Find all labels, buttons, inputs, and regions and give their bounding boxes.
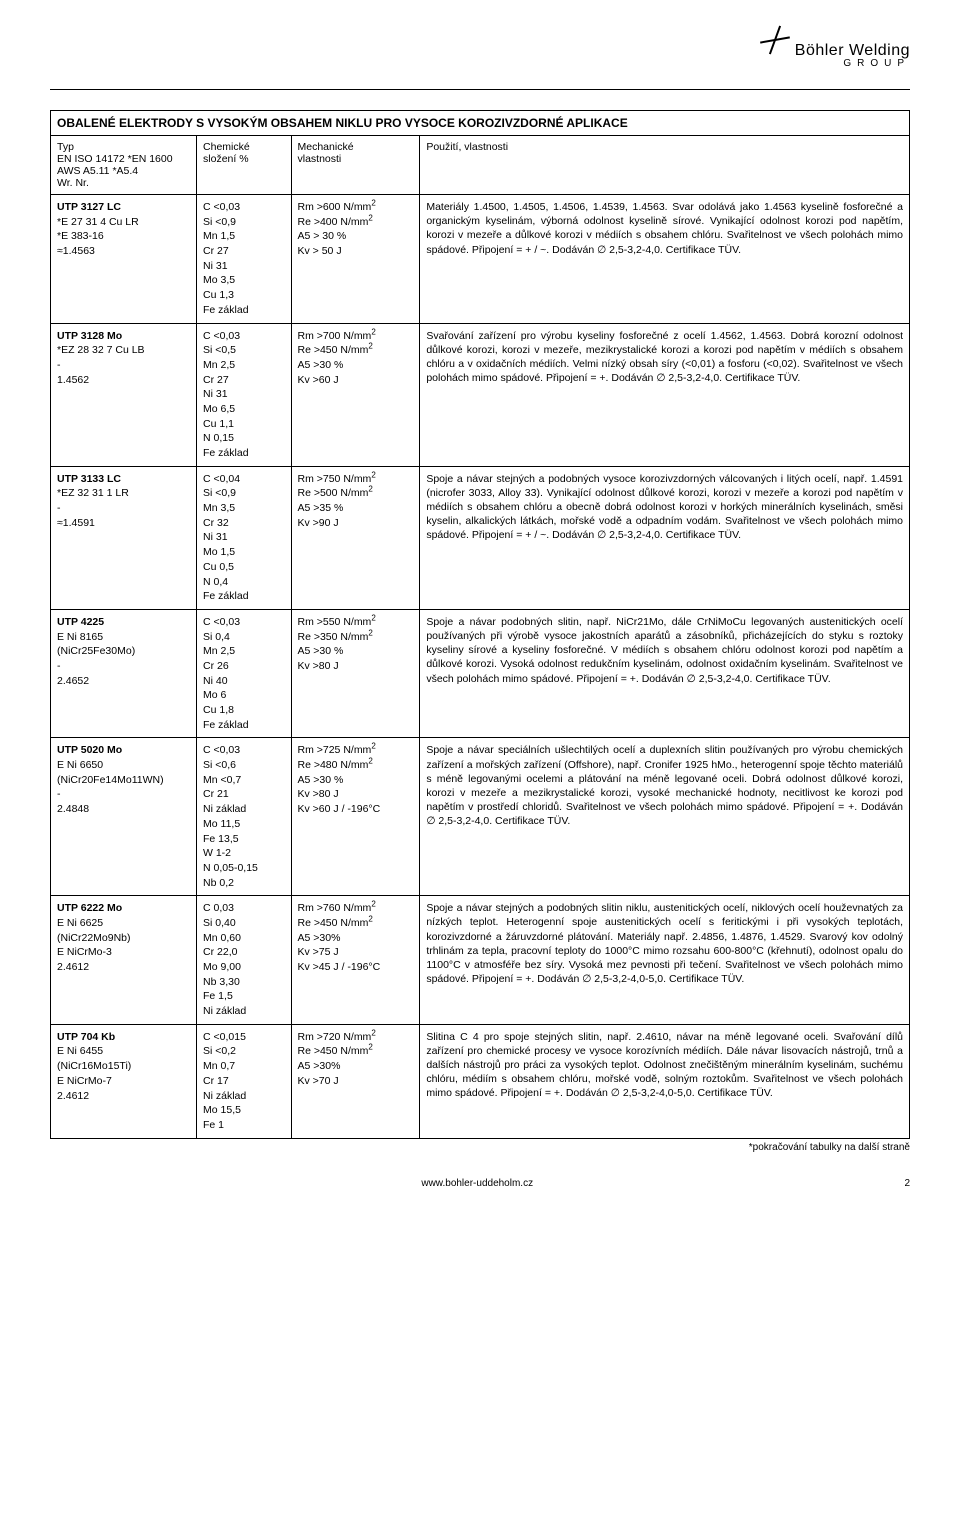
cell-mech: Rm >720 N/mm2Re >450 N/mm2A5 >30%Kv >70 … — [291, 1024, 420, 1138]
page-number: 2 — [904, 1178, 910, 1189]
logo-mark-icon — [760, 25, 790, 55]
table-row: UTP 6222 MoE Ni 6625(NiCr22Mo9Nb)E NiCrM… — [51, 896, 910, 1025]
cell-mech: Rm >725 N/mm2Re >480 N/mm2A5 >30 %Kv >80… — [291, 738, 420, 896]
table-row: UTP 3128 Mo*EZ 28 32 7 Cu LB-1.4562C <0,… — [51, 323, 910, 466]
cell-use: Slitina C 4 pro spoje stejných slitin, n… — [420, 1024, 910, 1138]
cell-mech: Rm >550 N/mm2Re >350 N/mm2A5 >30 %Kv >80… — [291, 609, 420, 738]
cell-use: Spoje a návar stejných a podobných sliti… — [420, 896, 910, 1025]
cell-chem: C <0,03Si <0,6Mn <0,7Cr 21Ni základMo 11… — [197, 738, 291, 896]
cell-mech: Rm >700 N/mm2Re >450 N/mm2A5 >30 %Kv >60… — [291, 323, 420, 466]
table-row: UTP 3133 LC*EZ 32 31 1 LR-≈1.4591C <0,04… — [51, 466, 910, 609]
cell-chem: C <0,03Si <0,9Mn 1,5Cr 27Ni 31Mo 3,5Cu 1… — [197, 195, 291, 324]
table-header-row: TypEN ISO 14172 *EN 1600AWS A5.11 *A5.4W… — [51, 136, 910, 195]
cell-chem: C <0,015Si <0,2Mn 0,7Cr 17Ni základMo 15… — [197, 1024, 291, 1138]
cell-use: Svařování zařízení pro výrobu kyseliny f… — [420, 323, 910, 466]
cell-typ: UTP 3128 Mo*EZ 28 32 7 Cu LB-1.4562 — [51, 323, 197, 466]
header-mech: Mechanickévlastnosti — [291, 136, 420, 195]
continuation-note: *pokračování tabulky na další straně — [50, 1142, 910, 1153]
cell-mech: Rm >750 N/mm2Re >500 N/mm2A5 >35 %Kv >90… — [291, 466, 420, 609]
header-bar: Böhler Welding GROUP — [50, 30, 910, 90]
cell-use: Materiály 1.4500, 1.4505, 1.4506, 1.4539… — [420, 195, 910, 324]
cell-typ: UTP 4225E Ni 8165(NiCr25Fe30Mo)-2.4652 — [51, 609, 197, 738]
logo: Böhler Welding GROUP — [760, 25, 910, 69]
footer-url: www.bohler-uddeholm.cz — [421, 1178, 533, 1189]
cell-mech: Rm >600 N/mm2Re >400 N/mm2A5 > 30 %Kv > … — [291, 195, 420, 324]
electrodes-table: OBALENÉ ELEKTRODY S VYSOKÝM OBSAHEM NIKL… — [50, 110, 910, 1139]
cell-use: Spoje a návar speciálních ušlechtilých o… — [420, 738, 910, 896]
cell-use: Spoje a návar podobných slitin, např. Ni… — [420, 609, 910, 738]
cell-typ: UTP 3127 LC*E 27 31 4 Cu LR*E 383-16≈1.4… — [51, 195, 197, 324]
cell-typ: UTP 3133 LC*EZ 32 31 1 LR-≈1.4591 — [51, 466, 197, 609]
cell-chem: C <0,03Si <0,5Mn 2,5Cr 27Ni 31Mo 6,5Cu 1… — [197, 323, 291, 466]
cell-typ: UTP 704 KbE Ni 6455(NiCr16Mo15Ti)E NiCrM… — [51, 1024, 197, 1138]
table-row: UTP 4225E Ni 8165(NiCr25Fe30Mo)-2.4652C … — [51, 609, 910, 738]
cell-chem: C <0,04Si <0,9Mn 3,5Cr 32Ni 31Mo 1,5Cu 0… — [197, 466, 291, 609]
logo-text-main: Böhler Welding — [795, 42, 910, 59]
table-row: UTP 3127 LC*E 27 31 4 Cu LR*E 383-16≈1.4… — [51, 195, 910, 324]
cell-typ: UTP 5020 MoE Ni 6650(NiCr20Fe14Mo11WN)-2… — [51, 738, 197, 896]
table-row: UTP 5020 MoE Ni 6650(NiCr20Fe14Mo11WN)-2… — [51, 738, 910, 896]
cell-use: Spoje a návar stejných a podobných vysoc… — [420, 466, 910, 609]
header-typ: TypEN ISO 14172 *EN 1600AWS A5.11 *A5.4W… — [51, 136, 197, 195]
table-title: OBALENÉ ELEKTRODY S VYSOKÝM OBSAHEM NIKL… — [51, 111, 910, 136]
header-use: Použití, vlastnosti — [420, 136, 910, 195]
table-row: UTP 704 KbE Ni 6455(NiCr16Mo15Ti)E NiCrM… — [51, 1024, 910, 1138]
cell-chem: C 0,03Si 0,40Mn 0,60Cr 22,0Mo 9,00Nb 3,3… — [197, 896, 291, 1025]
header-chem: Chemickésložení % — [197, 136, 291, 195]
cell-chem: C <0,03Si 0,4Mn 2,5Cr 26Ni 40Mo 6Cu 1,8F… — [197, 609, 291, 738]
cell-typ: UTP 6222 MoE Ni 6625(NiCr22Mo9Nb)E NiCrM… — [51, 896, 197, 1025]
page-footer: www.bohler-uddeholm.cz 2 — [50, 1178, 910, 1189]
cell-mech: Rm >760 N/mm2Re >450 N/mm2A5 >30%Kv >75 … — [291, 896, 420, 1025]
